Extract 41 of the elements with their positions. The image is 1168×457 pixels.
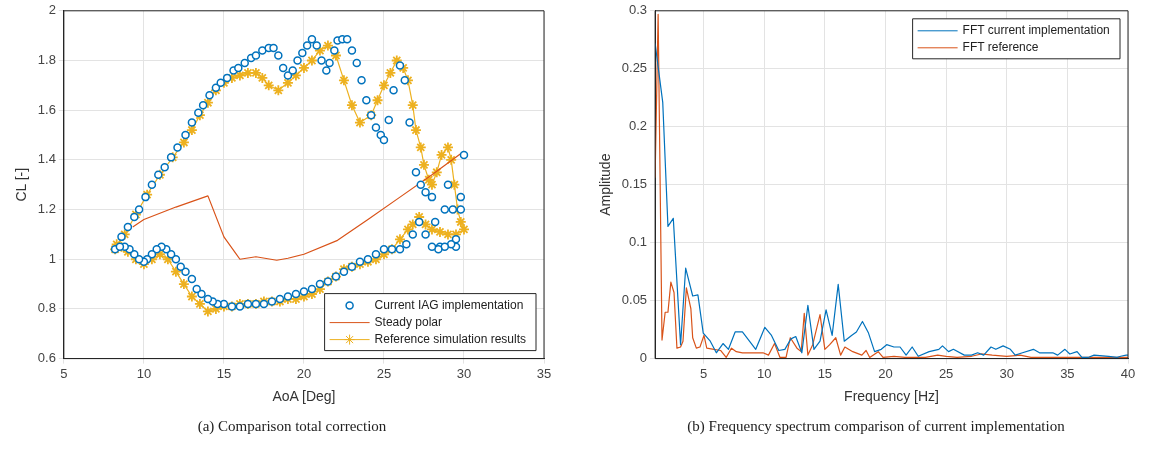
text: (a) Comparison total correction [196, 418, 388, 435]
legend-label: FFT current implementation [962, 23, 1110, 38]
y-tick-label: 0.1 [629, 234, 648, 250]
y-tick-label: 0.2 [629, 118, 648, 134]
x-tick-label: 10 [757, 365, 772, 381]
x-tick-label: 40 [1120, 365, 1136, 381]
x-tick-label: 5 [699, 365, 708, 381]
legend-label: Current IAG implementation [374, 297, 524, 312]
x-axis-title: AoA [Deg] [272, 388, 336, 405]
text: (b) Frequency spectrum comparison of current implementation [686, 418, 1066, 435]
y-axis-title: CL [-] [13, 167, 30, 202]
legend-label: Steady polar [374, 314, 442, 329]
y-tick-label: 0.6 [37, 350, 56, 366]
y-tick-label: 0.05 [621, 292, 648, 308]
y-tick-label: 1.6 [37, 101, 56, 117]
x-tick-label: 35 [1060, 365, 1075, 381]
y-tick-label: 1.4 [37, 151, 56, 167]
y-tick-label: 0 [639, 350, 648, 366]
y-tick-label: 0.8 [37, 300, 56, 316]
x-tick-label: 25 [938, 365, 954, 381]
y-axis-title: Amplitude [597, 153, 614, 216]
x-tick-label: 30 [999, 365, 1014, 381]
y-tick-label: 1.2 [37, 201, 56, 217]
x-tick-label: 25 [376, 365, 392, 381]
x-tick-label: 15 [817, 365, 833, 381]
x-tick-label: 10 [136, 365, 152, 381]
x-tick-label: 15 [216, 365, 232, 381]
x-tick-label: 20 [878, 365, 893, 381]
x-tick-label: 5 [60, 365, 68, 381]
legend-label: Reference simulation results [374, 331, 527, 346]
y-tick-label: 1.8 [37, 52, 56, 68]
y-tick-label: 0.15 [621, 176, 648, 192]
x-tick-label: 35 [536, 365, 552, 381]
legend-label: FFT reference [962, 40, 1039, 55]
y-tick-label: 1 [48, 250, 56, 266]
y-tick-label: 0.3 [629, 2, 648, 18]
x-axis-title: Frequency [Hz] [844, 388, 940, 405]
y-tick-label: 0.25 [621, 60, 648, 76]
x-tick-label: 20 [296, 365, 312, 381]
y-tick-label: 2 [48, 2, 56, 18]
x-tick-label: 30 [456, 365, 472, 381]
